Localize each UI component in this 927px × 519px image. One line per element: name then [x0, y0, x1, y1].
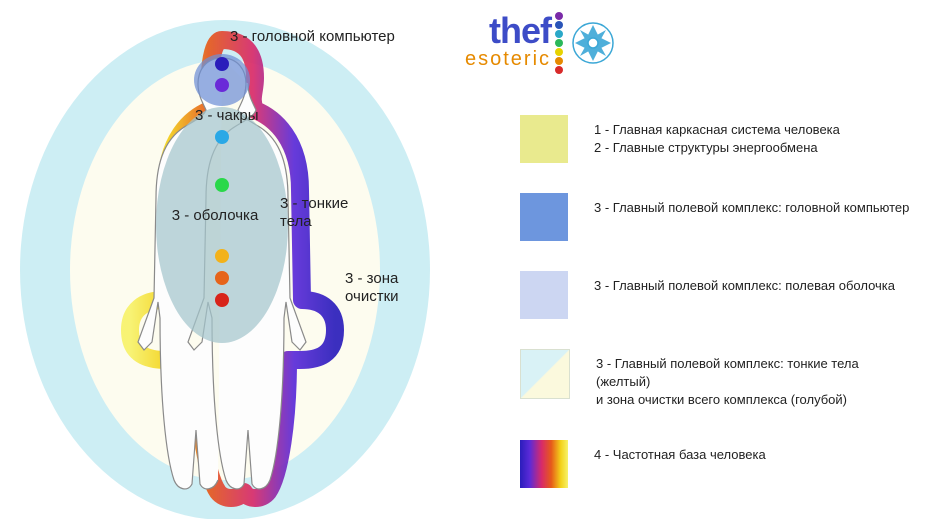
legend-2-line1: 3 - Главный полевой комплекс: головной к… [594, 199, 909, 217]
label-thin-text: 3 - тонкие тела [280, 195, 348, 230]
chakra-third [215, 78, 229, 92]
logo-main: thef [489, 15, 551, 47]
label-shell: 3 - оболочка [155, 207, 275, 225]
label-clean: 3 - зона очистки [345, 270, 435, 306]
chakra-crown [215, 57, 229, 71]
legend: 1 - Главная каркасная система человека 2… [520, 115, 910, 518]
swatch-field-shell [520, 271, 568, 319]
chakra-heart [215, 178, 229, 192]
legend-row-4: 3 - Главный полевой комплекс: тонкие тел… [520, 349, 910, 410]
swatch-thin-bodies [520, 349, 570, 399]
legend-4-line1: 3 - Главный полевой комплекс: тонкие тел… [596, 355, 910, 391]
label-chakras: 3 - чакры [195, 107, 315, 125]
label-head: 3 - головной компьютер [230, 28, 430, 46]
legend-row-5: 4 - Частотная база человека [520, 440, 910, 488]
legend-row-1: 1 - Главная каркасная система человека 2… [520, 115, 910, 163]
legend-row-2: 3 - Главный полевой комплекс: головной к… [520, 193, 910, 241]
figure-area: 3 - головной компьютер 3 - чакры 3 - обо… [0, 0, 450, 519]
logo-dots [555, 12, 563, 74]
logo-sub: esoteric [465, 48, 551, 71]
legend-row-3: 3 - Главный полевой комплекс: полевая об… [520, 271, 910, 319]
legend-3-line1: 3 - Главный полевой комплекс: полевая об… [594, 277, 895, 295]
label-head-text: 3 - головной компьютер [230, 28, 395, 45]
legend-1-line1: 1 - Главная каркасная система человека [594, 121, 840, 139]
label-shell-text: 3 - оболочка [172, 207, 259, 224]
legend-4-line2: и зона очистки всего комплекса (голубой) [596, 391, 910, 409]
chakra-sacral [215, 271, 229, 285]
logo: thef esoteric [465, 12, 615, 74]
chakra-root [215, 293, 229, 307]
logo-mandala-icon [571, 21, 615, 65]
swatch-frequency-base [520, 440, 568, 488]
swatch-head-computer [520, 193, 568, 241]
legend-1-line2: 2 - Главные структуры энергообмена [594, 139, 840, 157]
legend-5-line1: 4 - Частотная база человека [594, 446, 766, 464]
label-thin: 3 - тонкие тела [280, 195, 370, 231]
chakra-throat [215, 130, 229, 144]
label-chakras-text: 3 - чакры [195, 107, 259, 124]
swatch-frame-system [520, 115, 568, 163]
chakra-solar [215, 249, 229, 263]
label-clean-text: 3 - зона очистки [345, 270, 399, 305]
